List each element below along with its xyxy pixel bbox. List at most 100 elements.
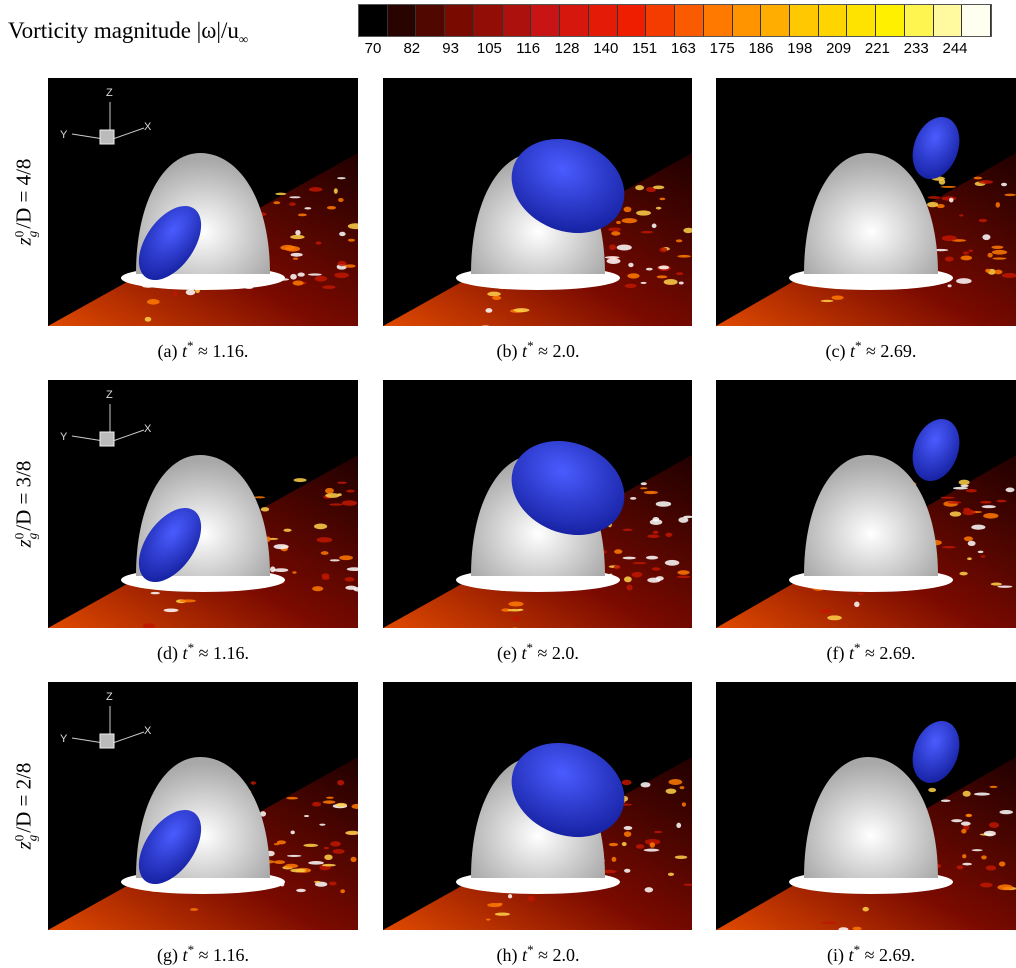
colorbar-tick-label: 175	[710, 40, 735, 57]
speckle	[980, 883, 993, 888]
speckle	[989, 786, 997, 788]
speckle	[1004, 194, 1016, 197]
speckle	[485, 308, 492, 313]
speckle	[945, 257, 954, 262]
speckle	[334, 188, 338, 194]
caption: (e) t* ≈ 2.0.	[497, 640, 579, 664]
speckle	[315, 276, 327, 282]
row-label-rest: /D = 3/8	[11, 461, 35, 531]
speckle	[942, 196, 957, 200]
colorbar-cell	[934, 5, 963, 36]
colorbar-tick-label: 116	[516, 40, 540, 57]
panel-image	[716, 380, 1016, 628]
caption: (a) t* ≈ 1.16.	[158, 338, 249, 362]
speckle	[646, 556, 658, 560]
speckle	[665, 533, 672, 537]
speckle	[289, 196, 301, 198]
speckle	[336, 803, 347, 807]
speckle	[622, 842, 627, 846]
speckle	[928, 196, 941, 199]
speckle	[145, 317, 152, 322]
speckle	[963, 251, 969, 254]
colorbar-cell	[618, 5, 647, 36]
caption-sup: *	[188, 640, 195, 655]
speckle	[345, 264, 356, 267]
speckle	[992, 250, 1007, 255]
speckle	[656, 576, 664, 581]
speckle	[325, 493, 339, 498]
colorbar-title: Vorticity magnitude |ω|/u∞	[8, 18, 248, 48]
speckle	[858, 593, 864, 595]
speckle	[963, 791, 971, 797]
speckle	[614, 549, 622, 554]
speckle	[283, 529, 291, 532]
caption-rest: ≈ 2.69.	[866, 341, 916, 361]
row-label-sub: g	[26, 835, 39, 842]
speckle	[956, 278, 972, 284]
row-label-sub: g	[26, 231, 39, 238]
speckle	[334, 272, 349, 278]
speckle	[605, 256, 620, 259]
speckle	[989, 822, 999, 828]
speckle	[627, 273, 639, 278]
speckle	[321, 551, 329, 555]
caption-sup: *	[527, 942, 534, 957]
speckle	[666, 788, 677, 793]
speckle	[290, 274, 297, 280]
caption-sup: *	[187, 338, 194, 353]
speckle	[289, 202, 296, 205]
speckle	[978, 551, 984, 554]
speckle	[351, 857, 357, 862]
speckle	[951, 819, 962, 822]
speckle	[312, 802, 321, 807]
speckle	[991, 246, 1003, 249]
speckle	[497, 903, 503, 905]
caption: (c) t* ≈ 2.69.	[826, 338, 917, 362]
speckle	[962, 863, 972, 866]
speckle	[626, 585, 632, 591]
speckle	[321, 573, 329, 578]
speckle	[274, 544, 289, 549]
speckle	[624, 869, 630, 873]
speckle	[986, 865, 997, 870]
caption-tag: (i)	[827, 945, 844, 965]
colorbar-tick-label: 186	[748, 40, 773, 57]
speckle	[942, 546, 956, 548]
colorbar-cell	[359, 5, 388, 36]
speckle	[942, 235, 957, 241]
speckle	[319, 824, 325, 826]
caption-rest: ≈ 1.16.	[199, 643, 249, 663]
speckle	[512, 616, 520, 621]
speckle	[854, 602, 859, 608]
speckle	[608, 227, 621, 231]
caption-tag: (e)	[497, 643, 517, 663]
caption-rest: ≈ 2.69.	[865, 945, 915, 965]
row-label-scripts: 0g	[13, 835, 39, 842]
speckle	[186, 289, 195, 295]
colorbar-cell	[704, 5, 733, 36]
speckle	[322, 864, 336, 867]
speckle	[337, 780, 344, 785]
speckle	[980, 501, 992, 504]
speckle	[659, 198, 665, 201]
caption: (i) t* ≈ 2.69.	[827, 942, 915, 966]
speckle	[941, 800, 951, 802]
speckle	[486, 918, 491, 920]
speckle	[679, 282, 684, 285]
panel-image: ZYX	[48, 78, 358, 326]
speckle	[514, 308, 530, 312]
speckle	[508, 602, 523, 607]
speckle	[948, 284, 952, 287]
colorbar-cell	[503, 5, 532, 36]
speckle	[290, 869, 306, 873]
speckle	[820, 609, 832, 614]
panel-image: ZYX	[48, 380, 358, 628]
speckle	[641, 231, 653, 233]
speckle	[346, 490, 355, 493]
speckle	[286, 797, 298, 800]
colorbar-cell	[388, 5, 417, 36]
speckle	[291, 830, 295, 834]
panel-image	[716, 682, 1016, 930]
speckle	[309, 187, 323, 192]
triad-cube	[100, 432, 114, 446]
